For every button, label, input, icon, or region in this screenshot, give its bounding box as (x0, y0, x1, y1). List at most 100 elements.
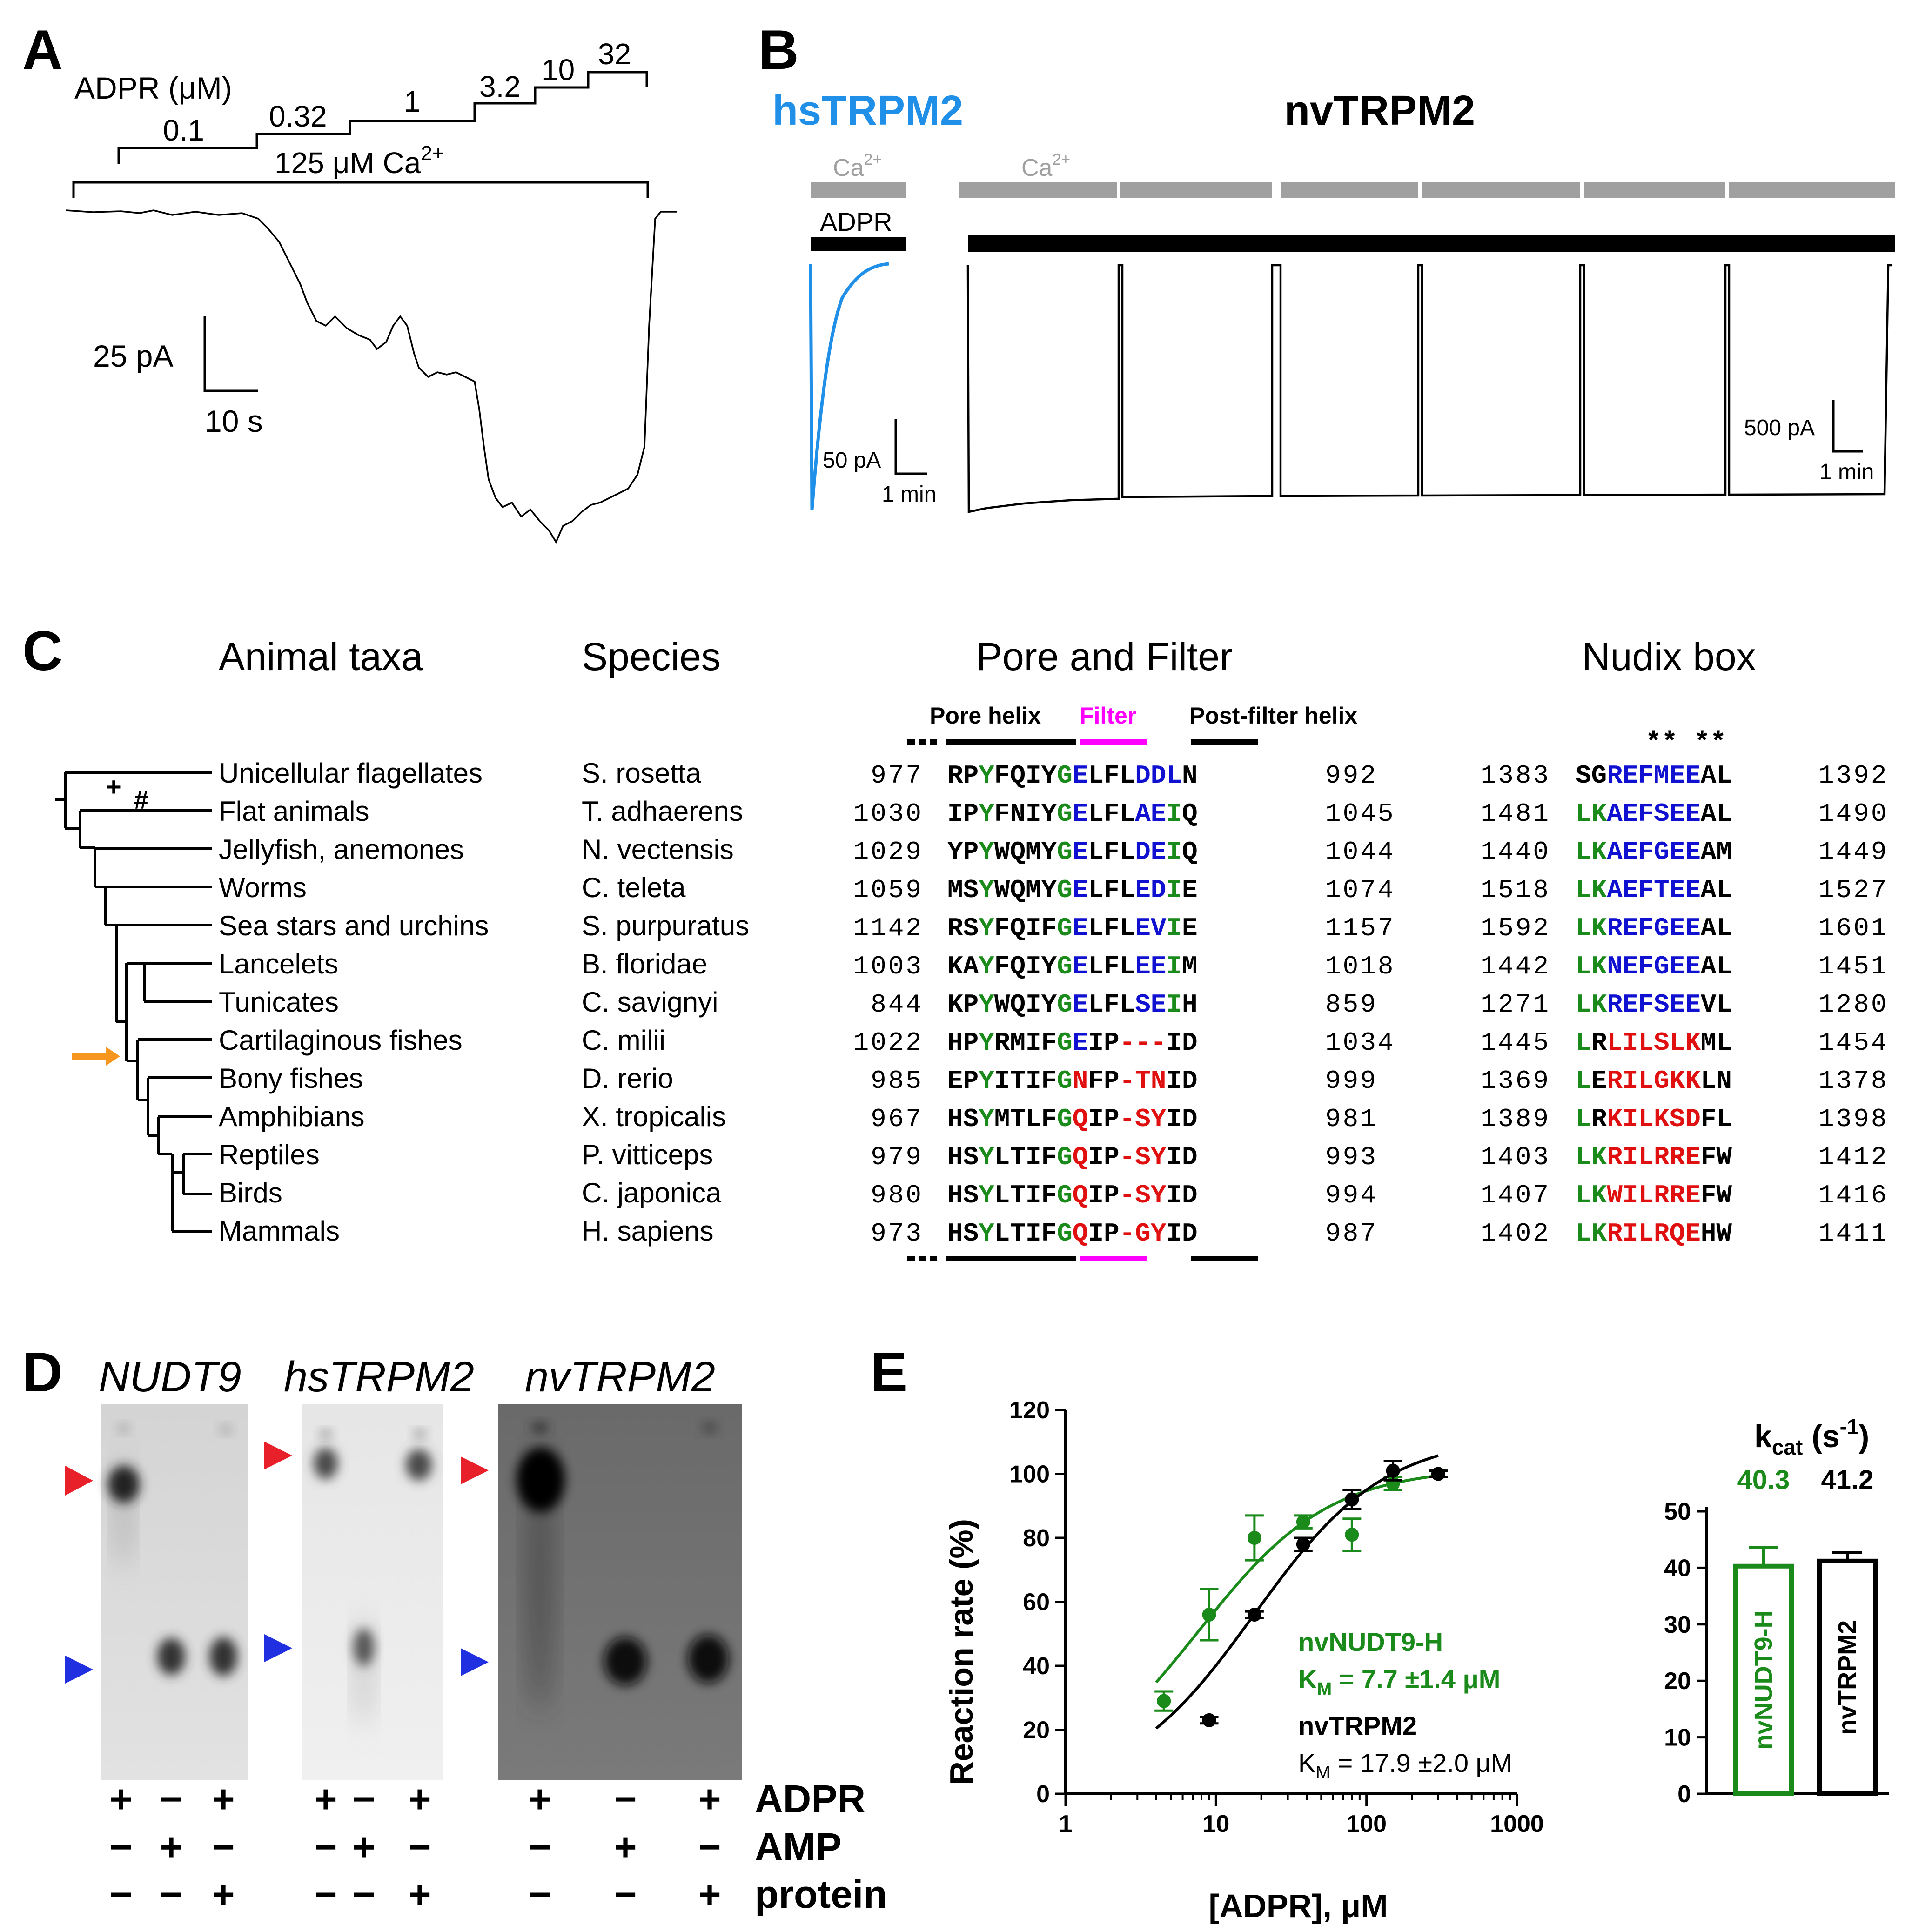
pore-start-position: 1059 (853, 875, 923, 905)
residue: E (1623, 799, 1638, 829)
residue: E (1685, 761, 1701, 791)
y-tick-label: 80 (1023, 1525, 1050, 1552)
header-pore-filter: Pore and Filter (976, 635, 1233, 678)
residue: S (1654, 799, 1670, 829)
residue: - (1120, 1028, 1135, 1058)
taxon-name: Unicellular flagellates (219, 758, 483, 789)
residue: N (1607, 952, 1623, 981)
condition-sign: − (160, 1872, 182, 1916)
residue: I (1623, 1066, 1638, 1096)
residue: G (1654, 913, 1670, 943)
residue: L (1716, 913, 1732, 943)
gel-title-nudt9: NUDT9 (99, 1353, 242, 1401)
residue: E (1135, 913, 1151, 943)
residue: L (1120, 875, 1135, 905)
residue: R (1670, 1181, 1685, 1210)
taxon-name: Reptiles (219, 1139, 320, 1170)
nudix-start-position: 1442 (1481, 952, 1550, 981)
pore-end-position: 999 (1325, 1066, 1378, 1096)
nudix-start-position: 1403 (1481, 1142, 1550, 1172)
scale-bar-nv-time: 1 min (1819, 460, 1874, 484)
residue: I (1166, 952, 1182, 981)
residue: F (1041, 1181, 1057, 1210)
pore-helix-label: Pore helix (930, 703, 1041, 729)
residue: E (1073, 990, 1088, 1020)
residue: K (1591, 1181, 1607, 1210)
taxon-name: Tunicates (219, 986, 339, 1018)
residue: D (1182, 1181, 1198, 1210)
data-point-nvTRPM2 (1202, 1713, 1216, 1727)
kcat-value-label: 41.2 (1821, 1465, 1874, 1495)
residue: K (1591, 913, 1607, 943)
condition-sign: + (109, 1777, 132, 1821)
taxon-name: Bony fishes (219, 1063, 363, 1094)
residue: I (1026, 1028, 1041, 1058)
residue: T (1010, 1066, 1026, 1096)
residue: Y (979, 1066, 994, 1096)
residue: S (1654, 990, 1670, 1020)
amp-marker-icon (461, 1648, 489, 1676)
residue: Y (1151, 1181, 1167, 1210)
adpr-step-1: 0.32 (269, 100, 327, 133)
residue: R (1607, 990, 1623, 1020)
x-tick-label: 10 (1202, 1811, 1229, 1838)
residue: I (1026, 1142, 1041, 1172)
data-point-nvNUDT9-H (1247, 1531, 1261, 1545)
nv-calcium-segment (1281, 182, 1418, 198)
residue: A (1701, 952, 1717, 981)
pore-end-position: 1045 (1325, 799, 1395, 829)
residue: K (1591, 837, 1607, 867)
data-point-nvNUDT9-H (1202, 1608, 1216, 1622)
y-tick-label: 60 (1023, 1589, 1050, 1616)
kcat-y-tick-label: 50 (1664, 1498, 1691, 1525)
adpr-marker-icon (264, 1442, 292, 1469)
residue: W (1716, 1181, 1732, 1210)
condition-sign: − (614, 1872, 637, 1916)
residue: P (1104, 1219, 1120, 1248)
nudix-start-position: 1518 (1481, 875, 1550, 905)
residue: L (1576, 875, 1591, 905)
nv-calcium-segment (1422, 182, 1580, 198)
residue: L (1120, 913, 1135, 943)
nudix-sequence: LERILGKKLN (1576, 1066, 1732, 1096)
residue: E (1135, 952, 1151, 981)
residue: L (1120, 837, 1135, 867)
residue: L (1638, 1104, 1654, 1134)
residue: Q (1010, 952, 1026, 981)
pore-end-position: 859 (1325, 990, 1378, 1020)
residue: Y (1041, 837, 1057, 867)
residue: L (1576, 952, 1591, 981)
residue: F (1104, 837, 1120, 867)
residue: E (1623, 990, 1638, 1020)
adpr-step-0: 0.1 (163, 114, 204, 147)
condition-sign: − (352, 1872, 375, 1916)
residue: M (1654, 761, 1670, 791)
species-name: S. rosetta (582, 758, 701, 789)
amp-marker-icon (264, 1634, 292, 1662)
residue: E (1670, 913, 1685, 943)
species-name: P. vitticeps (582, 1139, 713, 1170)
residue: F (994, 761, 1010, 791)
panel-d-label: D (22, 1341, 63, 1403)
residue: R (947, 913, 963, 943)
residue: Y (979, 990, 994, 1020)
condition-sign: + (698, 1872, 721, 1916)
residue: T (1010, 1142, 1026, 1172)
residue: I (1026, 990, 1041, 1020)
panel-c: C Animal taxa Species Pore and Filter Nu… (22, 620, 1886, 1261)
species-name: C. savignyi (582, 986, 718, 1018)
residue: L (1576, 1104, 1591, 1134)
hs-adpr-bar (811, 237, 906, 251)
kcat-bar-chart: 0 10 20 30 40 50 40.3 nvNUDT9-H 41.2 nvTRPM2 (1664, 1465, 1889, 1808)
residue: K (1654, 1104, 1670, 1134)
residue: - (1151, 1028, 1167, 1058)
residue: L (1576, 990, 1591, 1020)
x-tick-label: 1 (1059, 1811, 1073, 1838)
panel-e-label: E (870, 1341, 907, 1403)
tree-hash-mark: # (134, 785, 148, 814)
residue: F (1638, 837, 1654, 867)
residue: F (1104, 799, 1120, 829)
scale-bar-a-time: 10 s (205, 404, 263, 438)
residue: Y (979, 875, 994, 905)
